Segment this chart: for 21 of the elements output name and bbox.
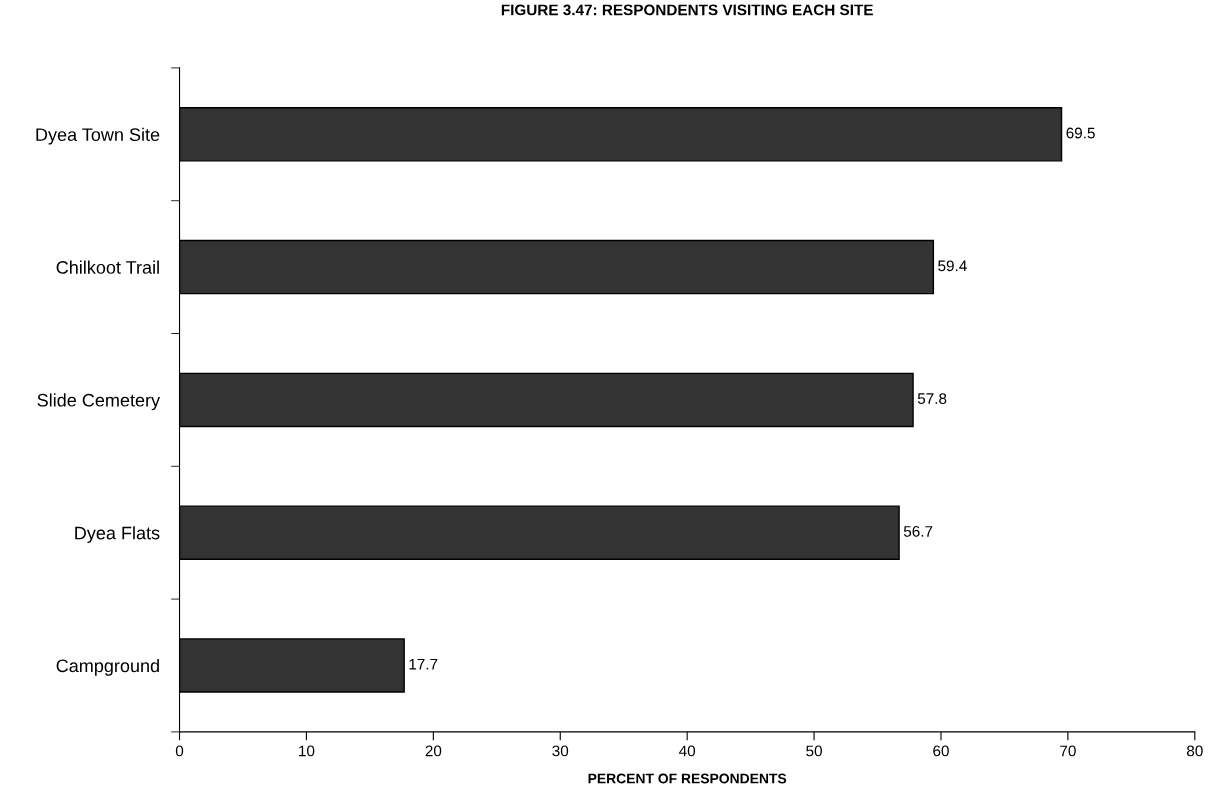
- x-tick-label: 50: [806, 745, 822, 757]
- y-tick-label: Campground: [56, 658, 159, 676]
- x-tick-label: 40: [679, 745, 696, 757]
- y-tick-label: Dyea Flats: [75, 526, 160, 543]
- y-tick-label: Chilkoot Trail: [56, 260, 159, 274]
- y-tick-label: Slide Cemetery: [37, 393, 161, 411]
- x-axis-title: PERCENT OF RESPONDENTS: [588, 773, 787, 784]
- data-label: 59.4: [938, 260, 967, 272]
- data-label: 69.5: [1066, 127, 1095, 139]
- y-tick-label: Dyea Town Site: [36, 127, 160, 145]
- x-tick-label: 60: [933, 745, 949, 757]
- x-tick-label: 70: [1060, 745, 1076, 757]
- x-tick-label: 80: [1186, 745, 1203, 757]
- x-tick-label: 30: [552, 745, 569, 757]
- x-tick-label: 0: [175, 745, 184, 757]
- data-label: 56.7: [903, 525, 933, 537]
- x-tick-label: 10: [299, 745, 315, 757]
- x-tick-label: 20: [425, 745, 442, 757]
- data-label: 17.7: [409, 658, 438, 670]
- chart-title: FIGURE 3.47: RESPONDENTS VISITING EACH SITE: [501, 4, 873, 16]
- data-label: 57.8: [917, 393, 947, 404]
